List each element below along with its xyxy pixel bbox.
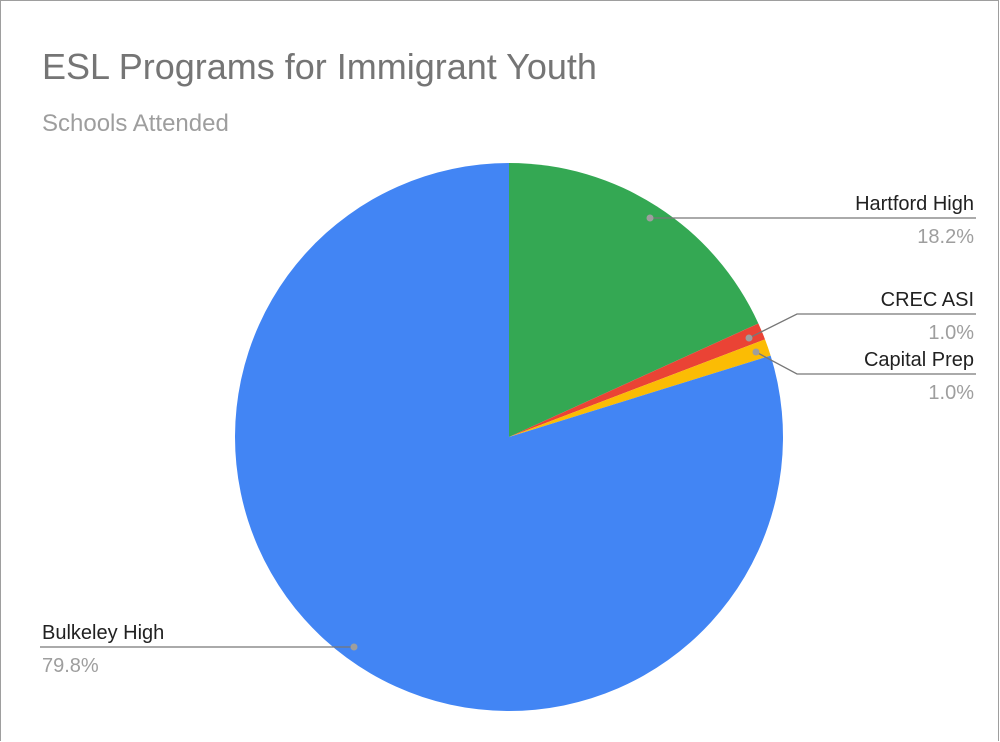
leader-line-capital-prep	[755, 351, 976, 375]
slice-percent-hartford-high: 18.2%	[917, 226, 974, 248]
slice-percent-capital-prep: 1.0%	[928, 382, 974, 404]
leader-line-crec-asi	[748, 313, 976, 339]
leader-dot-bulkeley-high	[350, 643, 358, 651]
leader-dot-crec-asi	[745, 334, 753, 342]
pie-slice-hartford-high	[509, 163, 759, 437]
slice-label-bulkeley-high: Bulkeley High	[42, 622, 164, 644]
leader-dot-hartford-high	[646, 214, 654, 222]
pie-slice-capital-prep	[509, 339, 771, 437]
pie-slice-crec-asi	[509, 323, 766, 437]
slice-label-hartford-high: Hartford High	[855, 193, 974, 215]
leader-dot-capital-prep	[752, 348, 760, 356]
slice-percent-crec-asi: 1.0%	[928, 322, 974, 344]
chart-subtitle: Schools Attended	[42, 110, 229, 137]
slice-label-capital-prep: Capital Prep	[864, 349, 974, 371]
pie-slice-bulkeley-high	[234, 163, 783, 712]
chart-title: ESL Programs for Immigrant Youth	[42, 46, 597, 87]
slice-percent-bulkeley-high: 79.8%	[42, 655, 99, 677]
slice-label-crec-asi: CREC ASI	[881, 289, 974, 311]
